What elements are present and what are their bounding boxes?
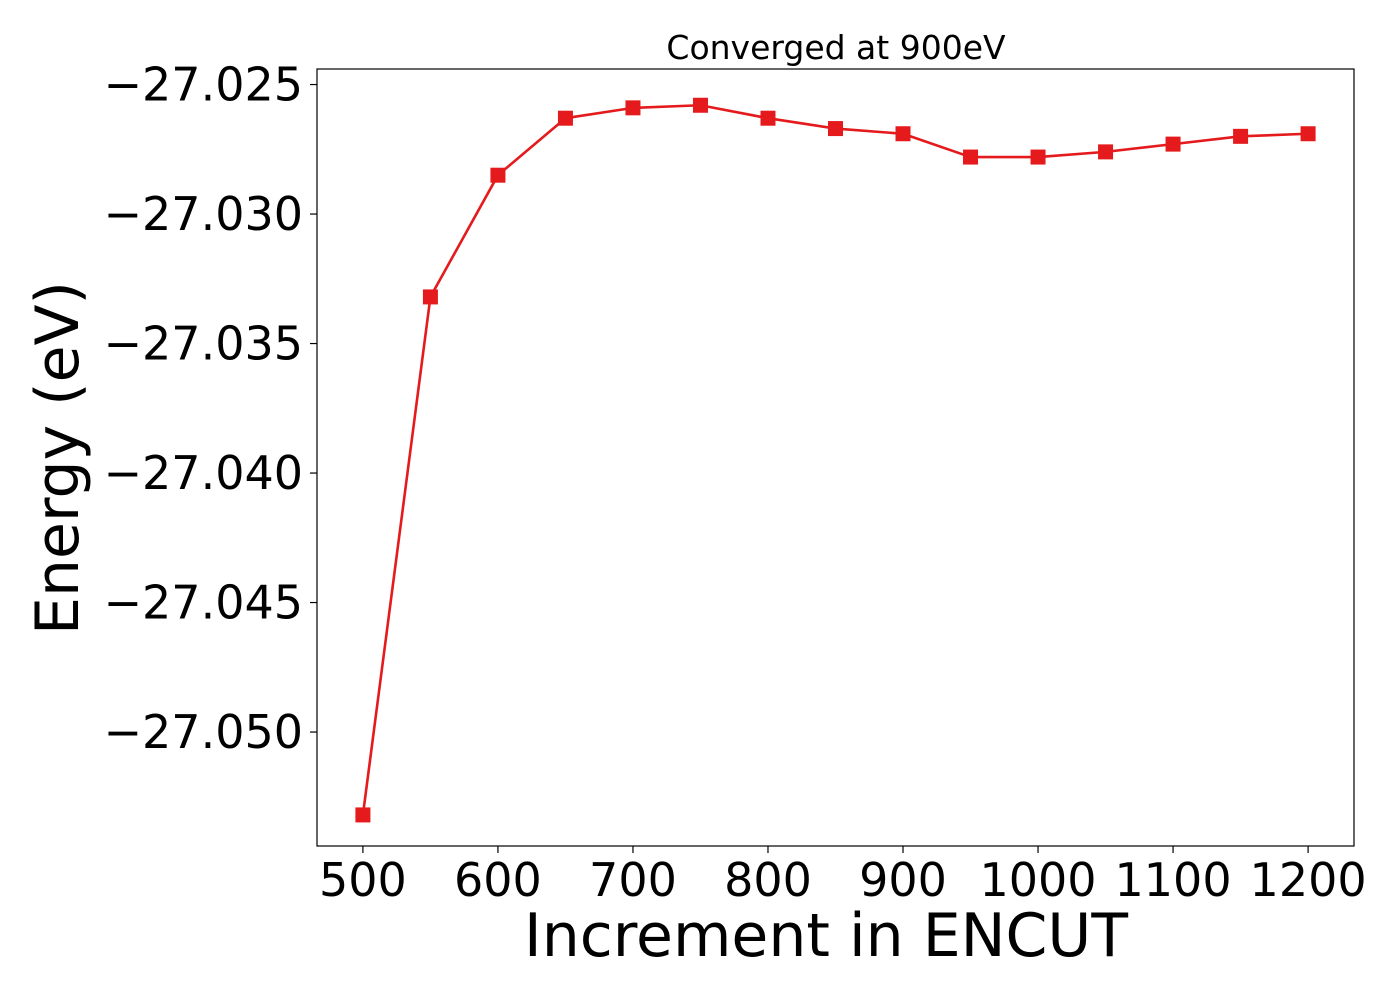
data-point-marker xyxy=(1300,126,1316,142)
y-axis: −27.025 −27.030 −27.035 −27.040 −27.045 −27.0… xyxy=(104,58,317,759)
y-tick-label: −27.035 xyxy=(104,317,304,371)
x-tick-label: 800 xyxy=(724,853,812,907)
y-tick-label: −27.050 xyxy=(104,705,304,759)
y-tick-label: −27.030 xyxy=(104,187,304,241)
data-point-marker xyxy=(422,289,438,305)
x-tick-label: 900 xyxy=(859,853,947,907)
data-point-marker xyxy=(1233,128,1249,144)
plot-area xyxy=(355,97,1316,823)
x-axis-label: Increment in ENCUT xyxy=(524,901,1128,971)
y-tick-label: −27.045 xyxy=(104,576,304,630)
data-point-marker xyxy=(625,100,641,116)
x-tick-label: 1200 xyxy=(1250,853,1367,907)
data-point-marker xyxy=(828,121,843,137)
chart-title: Converged at 900eV xyxy=(666,28,1006,67)
x-tick-label: 1000 xyxy=(980,853,1097,907)
x-tick-label: 600 xyxy=(454,853,542,907)
data-point-marker xyxy=(692,97,708,113)
x-tick-label: 500 xyxy=(319,853,407,907)
data-point-marker xyxy=(963,149,979,165)
plot-frame xyxy=(316,68,1355,847)
data-point-marker xyxy=(557,110,573,126)
x-tick-label: 1100 xyxy=(1115,853,1232,907)
data-point-marker xyxy=(490,167,506,183)
x-tick-label: 700 xyxy=(589,853,677,907)
data-point-marker xyxy=(1165,136,1181,152)
x-axis: 500 600 700 800 900 1000 1100 1200 xyxy=(319,846,1367,907)
data-point-marker xyxy=(1098,144,1114,160)
y-tick-label: −27.025 xyxy=(104,58,304,112)
data-point-marker xyxy=(355,807,371,823)
y-axis-label: Energy (eV) xyxy=(23,281,93,635)
data-point-marker xyxy=(1030,149,1046,165)
data-point-marker xyxy=(760,110,776,126)
y-tick-label: −27.040 xyxy=(104,446,304,500)
data-point-marker xyxy=(895,126,911,142)
